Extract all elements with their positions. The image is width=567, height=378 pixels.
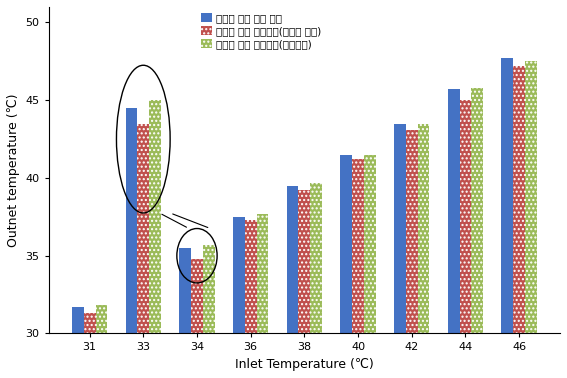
Bar [418, 124, 429, 378]
Bar [298, 191, 310, 378]
Bar [149, 100, 161, 378]
Bar [95, 305, 107, 378]
Bar [310, 183, 322, 378]
Bar [245, 220, 257, 378]
Legend: 실험에 의한 출구 온도, 해석에 의한 출구온도(발전량 제외), 해석에 의한 출구온도(전일사량): 실험에 의한 출구 온도, 해석에 의한 출구온도(발전량 제외), 해석에 의… [197, 9, 325, 53]
Bar [233, 217, 245, 378]
Bar [179, 248, 191, 378]
Bar [448, 89, 459, 378]
Bar [406, 130, 418, 378]
Bar [191, 259, 203, 378]
Bar [471, 88, 483, 378]
Bar [137, 124, 149, 378]
Bar [501, 58, 513, 378]
Bar [340, 155, 352, 378]
Bar [394, 124, 406, 378]
Bar [364, 155, 376, 378]
Bar [525, 61, 537, 378]
Bar [203, 245, 215, 378]
X-axis label: Inlet Temperature (℃): Inlet Temperature (℃) [235, 358, 374, 371]
Y-axis label: Outnet temperature (℃): Outnet temperature (℃) [7, 93, 20, 247]
Bar [287, 186, 298, 378]
Bar [72, 307, 84, 378]
Bar [257, 214, 268, 378]
Bar [352, 159, 364, 378]
Bar [125, 108, 137, 378]
Bar [459, 100, 471, 378]
Bar [513, 66, 525, 378]
Bar [84, 313, 95, 378]
